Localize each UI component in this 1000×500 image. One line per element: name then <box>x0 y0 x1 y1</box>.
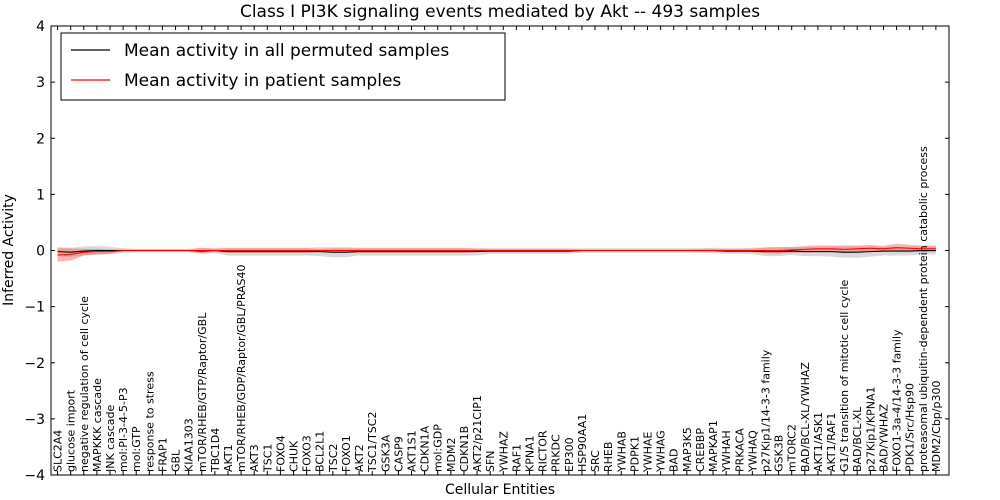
x-tick-label: FOXO4 <box>274 435 287 472</box>
x-tick-label: RAF1 <box>510 444 523 472</box>
x-tick-label: RICTOR <box>537 430 550 472</box>
x-tick-label: mol:GDP <box>432 424 445 472</box>
x-tick-label: GBL <box>170 449 183 472</box>
x-tick-label: FOXO3 <box>301 435 314 472</box>
x-tick-label: CDKN1A <box>419 425 432 472</box>
y-tick-label: −4 <box>24 468 45 484</box>
x-tick-label: AKT1/ASK1 <box>812 412 825 472</box>
x-tick-label: mTOR/RHEB/GTP/Raptor/GBL <box>196 312 209 472</box>
y-tick-label: −1 <box>24 300 45 316</box>
x-tick-label: SFN <box>484 450 497 472</box>
x-tick-label: KPNA1 <box>524 435 537 472</box>
y-tick-label: 0 <box>36 244 45 260</box>
x-tick-label: PDK1/Src/Hsp90 <box>904 383 917 472</box>
x-tick-label: AKT2/p21CIP1 <box>471 395 484 472</box>
x-tick-label: CHUK <box>288 440 301 472</box>
x-tick-label: TSC1 <box>261 444 274 473</box>
x-tick-label: p27Kip1/KPNA1 <box>864 386 877 472</box>
x-tick-label: PDPK1 <box>628 436 641 472</box>
x-tick-label: KIAA1303 <box>183 418 196 472</box>
x-tick-label: FRAP1 <box>156 437 169 472</box>
x-tick-label: AKT1S1 <box>406 430 419 472</box>
x-tick-label: FOXO1 <box>340 435 353 472</box>
x-tick-label: FOXO1-3a-4/14-3-3 family <box>891 329 904 472</box>
x-tick-label: MAPKAP1 <box>707 420 720 472</box>
y-tick-label: 3 <box>36 75 45 91</box>
y-tick-label: −2 <box>24 356 45 372</box>
x-tick-label: mTOR/RHEB/GDP/Raptor/GBL/PRAS40 <box>235 264 248 472</box>
x-tick-label: BAD/BCL-XL/YWHAZ <box>799 362 812 472</box>
x-tick-label: mTORC2 <box>786 424 799 472</box>
x-tick-label: EP300 <box>563 437 576 472</box>
x-tick-label: BAD/YWHAZ <box>877 403 890 472</box>
x-tick-label: CDKN1B <box>458 426 471 472</box>
x-tick-label: JNK cascade <box>104 405 117 473</box>
series-line-1 <box>57 247 936 256</box>
x-tick-label: response to stress <box>143 371 156 472</box>
x-tick-label: glucose import <box>65 389 78 472</box>
x-tick-label: MDM2/Cbp/p300 <box>930 380 943 472</box>
x-tick-label: RHEB <box>602 442 615 472</box>
x-tick-label: mol:GTP <box>130 426 143 472</box>
x-tick-label: MAP3K5 <box>681 427 694 472</box>
y-tick-label: −3 <box>24 412 45 428</box>
x-tick-label: PRKDC <box>550 434 563 472</box>
x-tick-label: BAD/BCL-XL <box>851 406 864 472</box>
series-band-1 <box>57 243 936 262</box>
x-tick-label: YWHAQ <box>746 430 759 473</box>
x-tick-label: TSC2 <box>327 444 340 473</box>
x-tick-label: GSK3B <box>773 435 786 472</box>
legend-box <box>60 32 506 101</box>
legend-label-patient: Mean activity in patient samples <box>124 71 401 91</box>
legend-label-permuted: Mean activity in all permuted samples <box>124 41 449 61</box>
x-tick-label: AKT2 <box>353 444 366 472</box>
x-tick-label: mol:PI-3-4-5-P3 <box>117 387 130 472</box>
x-tick-label: proteasomal ubiquitin-dependent protein … <box>917 146 930 472</box>
x-tick-label: YWHAB <box>615 431 628 473</box>
x-tick-label: GSK3A <box>379 434 392 472</box>
x-tick-label: SLC2A4 <box>52 430 65 472</box>
x-tick-label: YWHAG <box>655 430 668 473</box>
y-axis-title: Inferred Activity <box>1 194 17 306</box>
x-tick-label: YWHAZ <box>497 431 510 473</box>
x-tick-label: YWHAE <box>641 432 654 473</box>
x-tick-label: TSC1/TSC2 <box>366 412 379 473</box>
x-tick-label: p27Kip1/14-3-3 family <box>759 349 772 472</box>
legend: Mean activity in all permuted samples Me… <box>60 32 506 101</box>
x-tick-label: PRKACA <box>733 428 746 472</box>
x-tick-label: SRC <box>589 450 602 472</box>
x-tick-label: HSP90AA1 <box>576 414 589 472</box>
x-tick-label: negative regulation of cell cycle <box>78 296 91 472</box>
x-tick-label: AKT1 <box>222 444 235 472</box>
x-tick-label: TBC1D4 <box>209 428 222 473</box>
x-tick-label: BAD <box>668 448 681 472</box>
x-tick-label: BCL2L1 <box>314 431 327 472</box>
x-tick-label: AKT1/RAF1 <box>825 413 838 472</box>
y-tick-label: 1 <box>36 187 45 203</box>
x-axis-title: Cellular Entities <box>445 482 555 498</box>
x-tick-label: CASP9 <box>392 436 405 472</box>
chart-title: Class I PI3K signaling events mediated b… <box>240 2 760 22</box>
y-tick-label: 2 <box>36 131 45 147</box>
x-tick-label: MAPKKK cascade <box>91 378 104 472</box>
x-tick-label: G1/S transition of mitotic cell cycle <box>838 279 851 472</box>
x-tick-label: AKT3 <box>248 444 261 472</box>
plot-area: −4 −3 −2 −1 0 1 2 3 4 SLC2A4 glucose import negativ… <box>24 19 950 484</box>
x-tick-label: CREBBP <box>694 428 707 472</box>
x-tick-label: YWHAH <box>720 430 733 473</box>
x-tick-label: MDM2 <box>445 438 458 472</box>
y-tick-label: 4 <box>36 19 45 35</box>
